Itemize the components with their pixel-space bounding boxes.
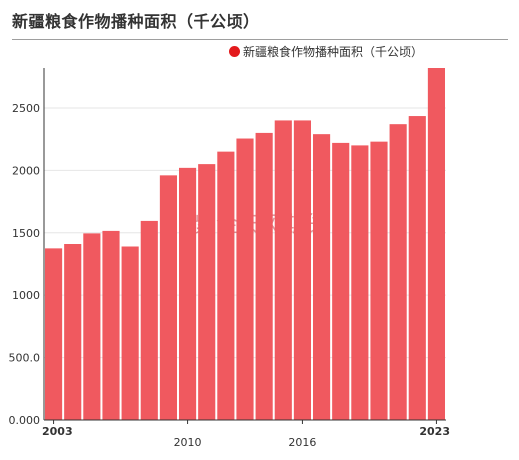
y-tick-label: 500.0: [9, 352, 41, 365]
y-tick-label: 2000: [12, 164, 40, 177]
y-tick-label: 1000: [12, 289, 40, 302]
bar-2015[interactable]: [274, 120, 292, 420]
axes: [43, 68, 446, 421]
bar-2009[interactable]: [159, 175, 177, 420]
x-tick-label: 2023: [419, 425, 450, 438]
chart-title: 新疆粮食作物播种面积（千公顷）: [12, 12, 260, 31]
x-axis-ticks: 2003 2010 2016 2023: [42, 420, 450, 449]
y-tick-label: 1500: [12, 227, 40, 240]
bar-2008[interactable]: [140, 220, 158, 420]
legend[interactable]: 新疆粮食作物播种面积（千公顷）: [229, 43, 423, 60]
bar-2013[interactable]: [236, 138, 254, 420]
bar-2005[interactable]: [83, 233, 101, 420]
legend-label: 新疆粮食作物播种面积（千公顷）: [243, 45, 424, 59]
x-tick-label: 2010: [174, 436, 202, 449]
bar-2007[interactable]: [121, 246, 139, 420]
bar-2020[interactable]: [370, 141, 388, 420]
bars: [45, 68, 445, 421]
bar-2022[interactable]: [408, 116, 426, 421]
bar-2012[interactable]: [217, 151, 235, 420]
bar-2003[interactable]: [45, 248, 63, 420]
x-tick-label: 2016: [288, 436, 316, 449]
bar-2006[interactable]: [102, 230, 120, 420]
bar-2004[interactable]: [64, 244, 82, 420]
bar-2018[interactable]: [332, 142, 350, 420]
bar-2019[interactable]: [351, 145, 369, 420]
y-tick-label: 0.000: [9, 414, 41, 427]
bar-2011[interactable]: [198, 164, 216, 420]
x-tick-label: 2003: [42, 425, 73, 438]
bar-2023[interactable]: [427, 68, 445, 420]
y-tick-label: 2500: [12, 102, 40, 115]
bar-2017[interactable]: [313, 134, 331, 421]
title-divider: [12, 39, 508, 40]
bar-2021[interactable]: [389, 124, 407, 420]
bar-2010[interactable]: [179, 167, 197, 420]
bar-2016[interactable]: [293, 120, 311, 420]
bar-2014[interactable]: [255, 132, 273, 420]
legend-swatch-icon: [229, 46, 240, 57]
y-axis-ticks: 0.000 500.0 1000 1500 2000 2500: [9, 102, 41, 427]
